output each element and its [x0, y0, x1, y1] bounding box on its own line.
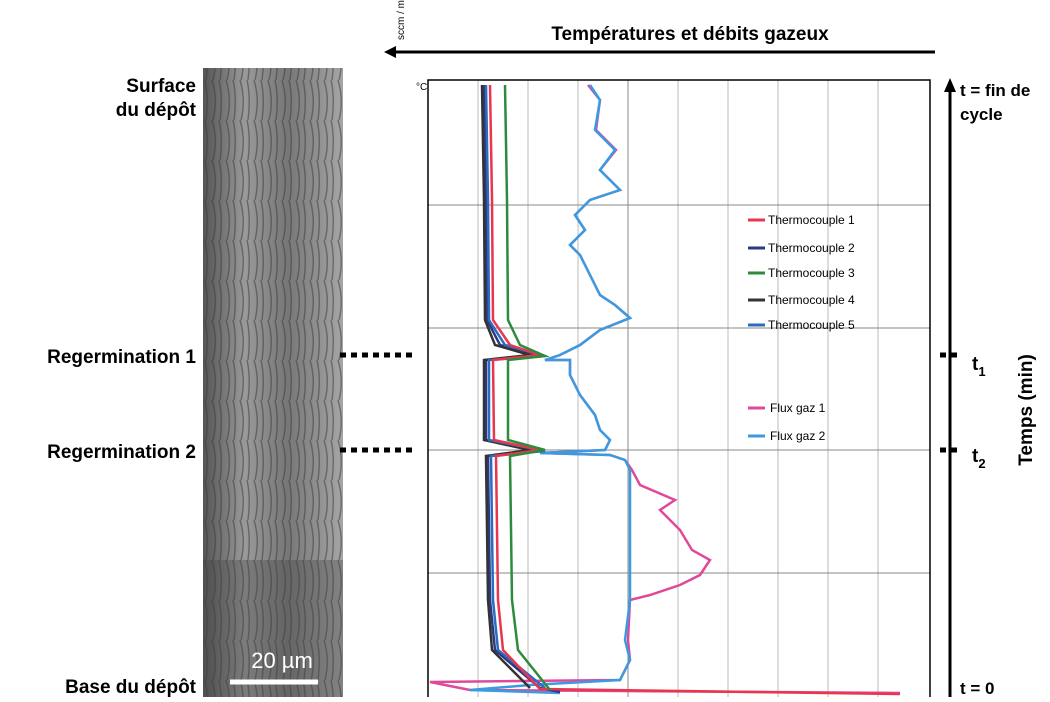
legend-text: Thermocouple 4: [768, 293, 855, 307]
scale-text: 20 µm: [251, 648, 313, 673]
label: Surface du dépôt: [116, 76, 197, 121]
legend-text: Thermocouple 3: [768, 266, 855, 280]
arrow-head: [944, 78, 956, 92]
legend-text: Flux gaz 2: [770, 429, 826, 443]
legend-text: Thermocouple 1: [768, 213, 855, 227]
legend: Thermocouple 1 Thermocouple 2 Thermocoup…: [748, 213, 855, 443]
marker-text: t: [972, 446, 979, 467]
label: Regermination 1: [47, 347, 196, 368]
marker: t2: [972, 446, 986, 471]
marker-text: t: [972, 354, 979, 375]
time-end: t = fin de cycle: [960, 81, 1030, 124]
label: Base du dépôt: [65, 677, 197, 697]
arrow-head: [384, 46, 396, 58]
sem-image: 20 µm: [203, 68, 343, 697]
unit: °C: [416, 82, 427, 93]
legend-text: Flux gaz 1: [770, 401, 826, 415]
frame: [427, 79, 931, 702]
label: Regermination 2: [47, 442, 196, 463]
line: t = fin de: [960, 81, 1030, 100]
unit: sccm / min.: [396, 0, 407, 40]
grid: [428, 80, 930, 697]
line: du dépôt: [116, 100, 197, 121]
marker: t1: [972, 354, 986, 379]
marker-sub: 1: [978, 364, 985, 379]
curves: [429, 84, 901, 696]
line: cycle: [960, 105, 1003, 124]
time-start: t = 0: [960, 679, 995, 697]
marker-sub: 2: [978, 456, 985, 471]
time-label: Temps (min): [1016, 354, 1037, 466]
dotted-guides: [340, 352, 958, 453]
legend-text: Thermocouple 2: [768, 241, 855, 255]
legend-text: Thermocouple 5: [768, 318, 855, 332]
line: Surface: [126, 76, 196, 97]
title: Températures et débits gazeux: [551, 24, 829, 45]
